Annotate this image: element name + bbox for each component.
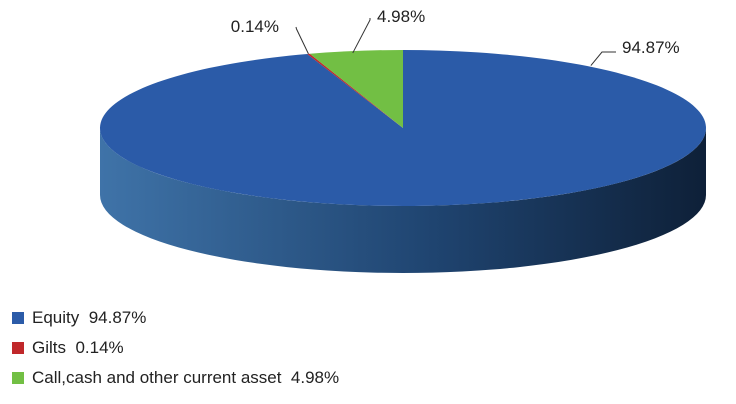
legend-item-call-cash: Call,cash and other current asset 4.98% xyxy=(12,366,339,389)
legend: Equity 94.87% Gilts 0.14% Call,cash and … xyxy=(12,306,339,396)
data-label-2: 4.98% xyxy=(377,7,425,26)
data-label-1: 0.14% xyxy=(231,17,279,36)
pie-side-wall xyxy=(100,128,706,273)
leader-line-0 xyxy=(590,51,616,66)
legend-label-equity: Equity 94.87% xyxy=(32,307,147,327)
leader-line-2 xyxy=(352,18,371,54)
legend-item-gilts: Gilts 0.14% xyxy=(12,336,339,359)
legend-label-call-cash: Call,cash and other current asset 4.98% xyxy=(32,367,340,387)
pie-chart: 94.87% 0.14% 4.98% xyxy=(100,7,707,273)
pie-slice-2 xyxy=(309,50,403,128)
leader-line-1 xyxy=(295,26,309,55)
pie-slice-1 xyxy=(307,53,403,128)
data-label-0: 94.87% xyxy=(622,38,680,57)
legend-swatch-gilts xyxy=(12,341,24,354)
legend-label-gilts: Gilts 0.14% xyxy=(32,337,124,357)
legend-swatch-call-cash xyxy=(12,371,24,384)
pie-slice-0 xyxy=(100,50,707,206)
legend-swatch-equity xyxy=(12,311,24,324)
legend-item-equity: Equity 94.87% xyxy=(12,306,339,329)
